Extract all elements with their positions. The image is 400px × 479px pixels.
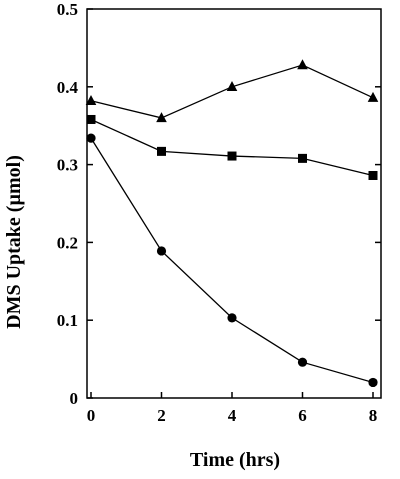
plot-frame	[86, 8, 382, 399]
series-line-circle	[90, 137, 374, 384]
data-point-triangle	[226, 81, 238, 91]
data-point-square	[227, 151, 237, 161]
data-point-triangle	[156, 112, 167, 123]
data-point-circle	[156, 246, 167, 256]
series-line-square	[90, 118, 374, 177]
y-tick-label: 0.1	[57, 311, 78, 330]
data-point-square	[368, 170, 378, 180]
x-tick-label: 6	[298, 406, 307, 425]
data-point-circle	[297, 357, 308, 367]
x-tick-label: 0	[87, 406, 96, 425]
data-point-square	[298, 153, 307, 163]
x-tick-label: 8	[369, 406, 378, 425]
series-layer	[85, 59, 379, 388]
y-tick-label: 0.5	[57, 0, 78, 19]
series-line-triangle	[90, 64, 374, 119]
data-point-triangle	[297, 59, 308, 70]
y-tick-label: 0	[70, 389, 79, 408]
data-point-square	[157, 146, 166, 156]
y-tick-label: 0.4	[57, 78, 79, 97]
data-point-triangle	[367, 91, 379, 102]
y-axis-title: DMS Uptake (µmol)	[3, 155, 25, 329]
x-tick-label: 2	[157, 406, 166, 425]
x-tick-label: 4	[228, 406, 237, 425]
data-point-circle	[227, 313, 237, 323]
y-tick-label: 0.3	[57, 156, 78, 175]
y-tick-label: 0.2	[57, 233, 78, 252]
data-point-circle	[368, 377, 378, 388]
data-point-square	[86, 114, 96, 124]
data-point-circle	[86, 133, 96, 143]
data-point-triangle	[85, 95, 97, 106]
tick-labels: 0 0.1 0.2 0.3 0.4 0.5 0 2 4 6 8	[57, 0, 378, 425]
axes	[86, 8, 382, 399]
x-axis-title: Time (hrs)	[190, 449, 280, 471]
